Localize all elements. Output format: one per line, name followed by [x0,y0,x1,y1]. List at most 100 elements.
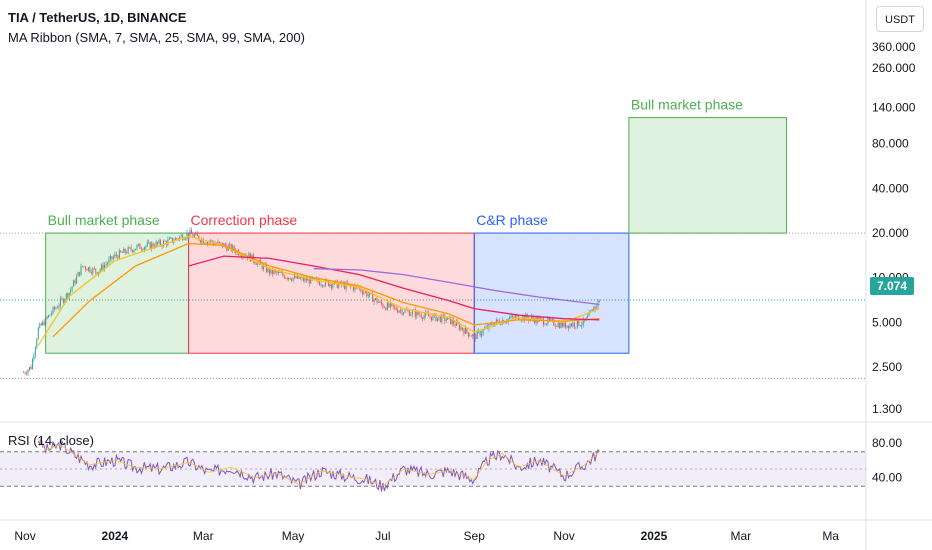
candle-body [89,267,91,272]
time-tick-label: Mar [730,529,751,543]
candle-body [214,243,216,245]
candle-body [594,306,596,312]
candle-body [127,247,129,254]
candle-body [598,300,600,302]
candle-body [382,304,384,308]
indicator-label[interactable]: MA Ribbon (SMA, 7, SMA, 25, SMA, 99, SMA… [8,30,305,45]
candle-body [276,271,278,274]
candle-body [372,293,374,302]
candle-body [451,319,453,325]
candle-body [459,324,461,330]
candle-body [92,268,94,274]
candle-body [407,310,409,311]
candle-body [360,287,362,291]
candle-body [322,284,324,287]
candle-body [304,277,306,281]
candle-body [73,280,75,287]
candle-body [134,248,136,251]
candle-body [405,309,407,311]
candle-body [65,293,67,300]
time-tick-label: 2024 [102,529,129,543]
candle-body [570,324,572,327]
candle-body [512,315,514,317]
candle-body [463,329,465,334]
candle-body [469,335,471,337]
candle-body [27,369,29,374]
candle-body [282,272,284,276]
candle-body [84,266,86,270]
candle-body [210,240,212,242]
candle-body [398,310,400,313]
candle-body [51,313,53,315]
currency-button[interactable]: USDT [876,6,924,32]
candle-body [476,331,478,339]
candle-body [302,276,304,281]
candle-body [401,309,403,315]
candle-body [270,268,272,274]
candle-body [445,319,447,322]
candle-body [48,315,50,318]
candle-body [202,238,204,244]
candle-body [149,242,151,249]
candle-body [133,250,135,252]
candle-body [394,306,396,308]
price-tick-label: 5.000 [872,315,902,329]
candle-body [58,305,60,308]
price-tick-label: 1.300 [872,402,902,416]
candle-body [439,316,441,322]
candle-body [438,316,440,318]
phase-zones: Bull market phase Correction phase C&R pha… [45,97,787,354]
candle-body [142,249,144,251]
candle-body [55,307,57,310]
candle-body [81,266,83,267]
candle-body [196,233,198,236]
candle-body [288,277,290,279]
candle-body [297,275,299,279]
candle-body [211,240,213,243]
candle-body [408,310,410,316]
candle-body [233,246,235,251]
candle-body [397,309,399,313]
candle-body [466,327,468,333]
candle-body [108,259,110,264]
candle-body [442,314,444,316]
candle-body [428,313,430,317]
candle-body [461,327,463,330]
candle-body [39,323,41,328]
candle-body [79,272,81,276]
candle-body [257,262,259,265]
candle-body [49,314,51,316]
candle-body [556,326,558,327]
candle-body [557,322,559,327]
price-tick-label: 260.000 [872,61,916,75]
candle-body [581,324,583,326]
candle-body [432,314,434,321]
candle-body [416,311,418,317]
candle-body [391,303,393,305]
candle-body [229,244,231,246]
candle-body [33,355,35,360]
candle-body [198,235,200,240]
candle-body [123,248,125,253]
phase-zone-label: Correction phase [191,212,298,228]
candle-body [475,334,477,339]
candle-body [64,299,66,303]
candle-body [104,265,106,270]
phase-zone [188,232,475,354]
price-axis: 360.000 260.000 140.000 80.000 40.000 20.000 1… [872,40,916,416]
candle-body [467,332,469,336]
candle-body [495,319,497,323]
candle-body [411,310,413,315]
rsi-label[interactable]: RSI (14, close) [8,433,94,448]
candle-body [330,284,332,288]
candle-body [182,235,184,240]
candle-body [199,239,201,243]
candle-body [567,325,569,329]
candle-body [431,316,433,321]
time-tick-label: Ma [822,529,839,543]
price-candles [23,227,600,377]
candle-body [294,275,296,278]
candle-body [383,307,385,309]
candle-body [126,252,128,254]
candle-body [420,314,422,318]
